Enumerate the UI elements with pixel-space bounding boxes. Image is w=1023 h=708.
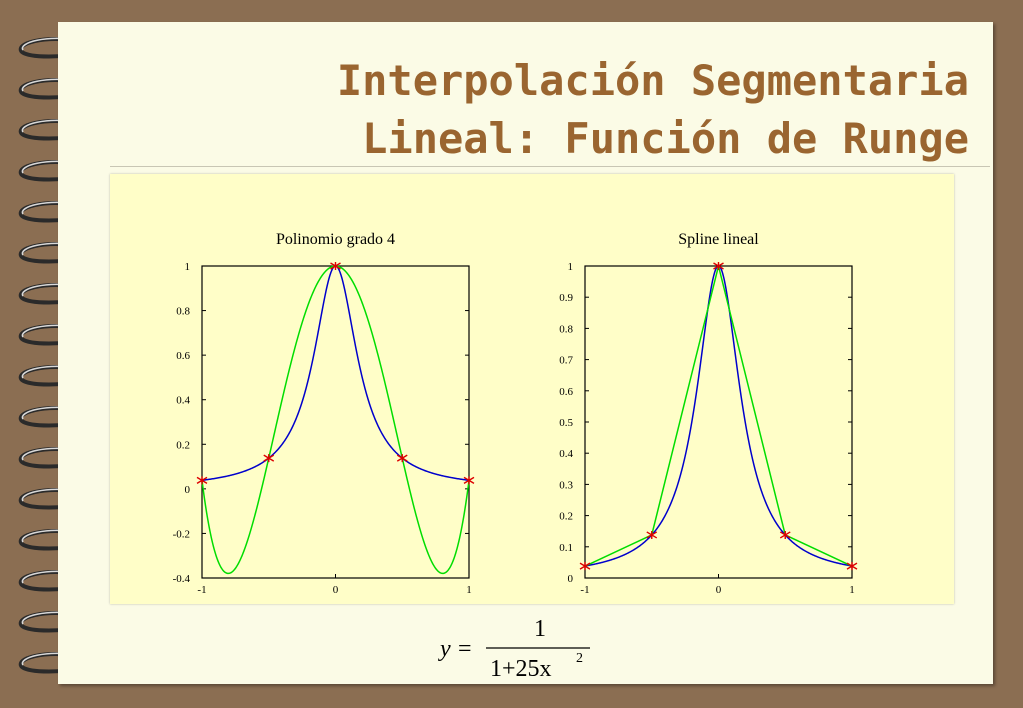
node-marker <box>263 454 275 463</box>
slide-title: Interpolación Segmentaria Lineal: Funció… <box>337 52 969 168</box>
x-tick-label: 0 <box>333 584 339 596</box>
plot-frame <box>584 265 853 579</box>
plot-frame <box>201 265 470 579</box>
series-line-interpolant <box>584 265 853 567</box>
y-tick-label: -0.2 <box>173 528 190 540</box>
chart-title: Polinomio grado 4 <box>276 231 395 248</box>
y-tick-label: 0.8 <box>176 306 190 318</box>
y-tick-label: 0.5 <box>559 417 573 429</box>
node-marker <box>713 262 724 270</box>
runge-formula: y = 1 1+25x 2 <box>438 612 598 684</box>
title-line-2: Lineal: Función de Runge <box>362 114 969 163</box>
series-line-interpolant <box>201 265 470 575</box>
formula-denominator: 1+25x <box>490 656 552 682</box>
node-marker <box>196 476 208 485</box>
y-tick-label: 0.2 <box>559 511 573 523</box>
x-tick-label: 0 <box>716 584 722 596</box>
y-tick-label: 0.8 <box>559 323 573 335</box>
series-line-runge <box>201 265 470 482</box>
formula-exponent: 2 <box>576 651 583 666</box>
title-line-1: Interpolación Segmentaria <box>336 56 969 105</box>
y-tick-label: 0.4 <box>559 448 573 460</box>
series-line-runge <box>584 265 853 567</box>
node-marker <box>463 476 475 485</box>
x-tick-label: 1 <box>849 584 855 596</box>
y-tick-label: 0 <box>185 484 191 496</box>
y-tick-label: 0.2 <box>176 439 190 451</box>
formula-lhs: y <box>438 636 451 662</box>
y-tick-label: 1 <box>185 261 191 273</box>
y-tick-label: 1 <box>568 261 574 273</box>
x-tick-label: 1 <box>466 584 472 596</box>
y-tick-label: 0 <box>568 573 574 585</box>
node-marker <box>779 530 791 539</box>
x-tick-label: -1 <box>580 584 589 596</box>
node-marker <box>330 262 341 270</box>
y-tick-label: -0.4 <box>173 573 191 585</box>
y-tick-label: 0.6 <box>176 350 190 362</box>
node-marker <box>396 454 408 463</box>
title-divider <box>110 166 990 167</box>
node-marker <box>646 530 658 539</box>
node-marker <box>579 562 591 571</box>
node-marker <box>846 562 858 571</box>
y-tick-label: 0.1 <box>559 542 573 554</box>
y-tick-label: 0.4 <box>176 395 190 407</box>
x-tick-label: -1 <box>197 584 206 596</box>
y-tick-label: 0.9 <box>559 292 573 304</box>
formula-equals: = <box>458 636 472 662</box>
y-tick-label: 0.7 <box>559 355 573 367</box>
y-tick-label: 0.3 <box>559 479 573 491</box>
formula-numerator: 1 <box>534 616 546 642</box>
chart-title: Spline lineal <box>678 231 759 248</box>
y-tick-label: 0.6 <box>559 386 573 398</box>
